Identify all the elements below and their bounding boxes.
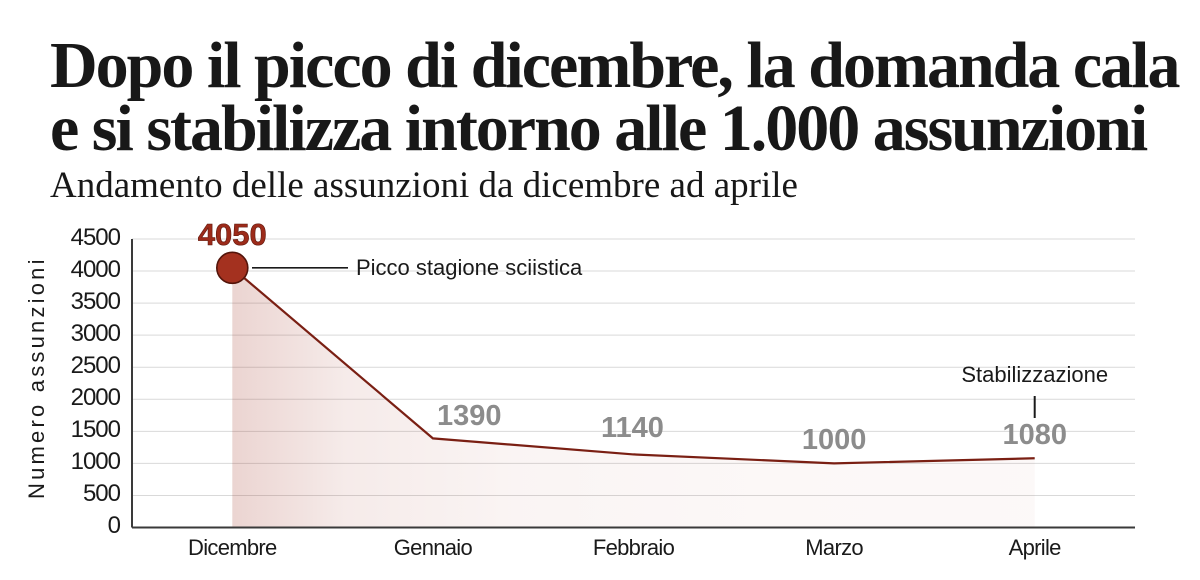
svg-text:1080: 1080 bbox=[1002, 419, 1067, 451]
svg-text:2500: 2500 bbox=[71, 352, 121, 379]
svg-text:4500: 4500 bbox=[71, 224, 121, 251]
svg-text:1000: 1000 bbox=[802, 424, 867, 456]
svg-text:0: 0 bbox=[108, 512, 121, 539]
svg-text:500: 500 bbox=[83, 480, 121, 507]
svg-text:1140: 1140 bbox=[601, 412, 664, 444]
svg-text:4000: 4000 bbox=[71, 256, 121, 283]
svg-text:1500: 1500 bbox=[71, 416, 121, 443]
svg-text:Aprile: Aprile bbox=[1009, 535, 1062, 560]
svg-text:Marzo: Marzo bbox=[805, 535, 863, 560]
svg-text:Numero assunzioni: Numero assunzioni bbox=[24, 256, 49, 499]
svg-text:1390: 1390 bbox=[437, 400, 502, 432]
svg-text:3000: 3000 bbox=[71, 320, 121, 347]
svg-text:Dicembre: Dicembre bbox=[188, 535, 277, 560]
svg-text:1000: 1000 bbox=[71, 448, 121, 475]
svg-text:Stabilizzazione: Stabilizzazione bbox=[961, 362, 1108, 387]
svg-text:4050: 4050 bbox=[198, 217, 267, 252]
svg-text:Picco stagione sciistica: Picco stagione sciistica bbox=[356, 255, 583, 280]
svg-text:3500: 3500 bbox=[71, 288, 121, 315]
svg-text:Gennaio: Gennaio bbox=[394, 535, 473, 560]
svg-text:2000: 2000 bbox=[71, 384, 121, 411]
svg-text:Febbraio: Febbraio bbox=[593, 535, 675, 560]
